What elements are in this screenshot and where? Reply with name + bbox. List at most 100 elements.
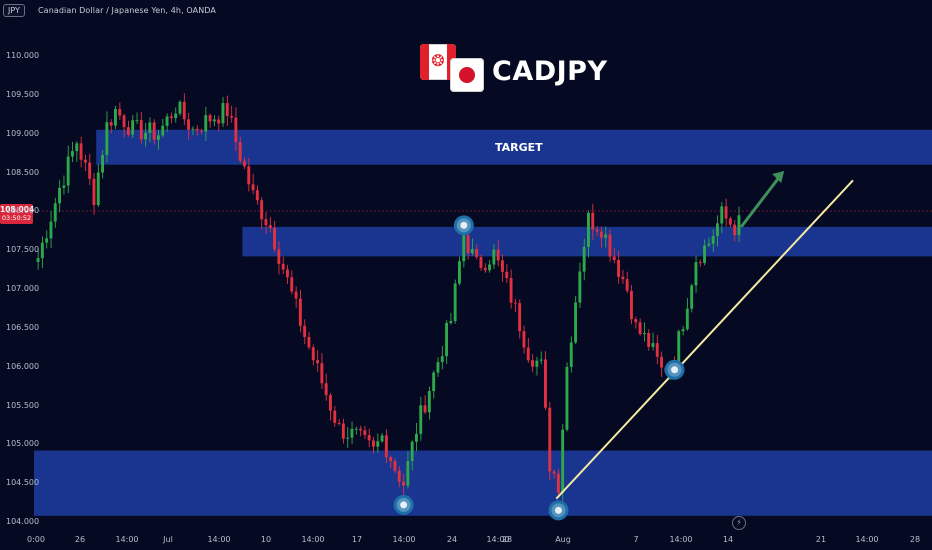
candle-body: [591, 212, 595, 230]
candle-body: [630, 290, 633, 320]
candle-body: [427, 391, 431, 413]
candle-body: [608, 234, 612, 257]
candle-body: [131, 120, 135, 135]
candle-body: [75, 143, 79, 152]
candle-body: [234, 117, 238, 143]
candle-body: [728, 218, 732, 225]
candle-body: [501, 260, 504, 272]
price-tick: 106.500: [6, 322, 40, 332]
candle-body: [711, 236, 715, 244]
candle-body: [243, 160, 246, 167]
candle-body: [458, 261, 461, 284]
candle-body: [531, 360, 534, 367]
candle-body: [148, 122, 152, 133]
candle-body: [311, 347, 315, 361]
candle-body: [144, 132, 147, 140]
candle-body: [118, 109, 122, 116]
candle-body: [569, 342, 573, 367]
candle-body: [505, 271, 509, 279]
candle-body: [707, 243, 711, 246]
candle-body: [294, 291, 298, 299]
candle-body: [255, 190, 259, 201]
candle-body: [397, 470, 401, 482]
candle-body: [556, 473, 560, 493]
bar-countdown: 03:50:52: [1, 214, 32, 222]
time-tick: 28: [909, 535, 921, 544]
candle-body: [195, 128, 199, 131]
candle-body: [716, 223, 719, 237]
price-tick: 107.000: [6, 284, 40, 293]
candle-body: [681, 329, 685, 332]
candle-body: [720, 206, 724, 224]
time-tick: 14:00: [301, 535, 325, 544]
candle-body: [737, 215, 741, 236]
candle-body: [587, 212, 590, 247]
brand-title: CADJPY: [492, 55, 608, 87]
candle-body: [496, 249, 500, 261]
candle-body: [415, 433, 418, 442]
candle-body: [642, 332, 646, 335]
candle-body: [526, 347, 530, 361]
candle-body: [62, 185, 66, 188]
candle-body: [36, 258, 40, 263]
candle-body: [604, 234, 608, 238]
candle-body: [174, 113, 178, 119]
candle-body: [677, 331, 681, 369]
zone-support: [34, 450, 932, 516]
candle-body: [161, 125, 165, 136]
candle-body: [152, 122, 156, 140]
candle-body: [307, 336, 311, 348]
candle-body: [617, 260, 620, 277]
price-tick: 105.500: [6, 400, 40, 410]
candle-body: [376, 441, 380, 447]
candle-body: [621, 276, 625, 280]
trendline-layer: [555, 170, 854, 500]
candle-body: [359, 428, 362, 431]
candle-body: [66, 156, 70, 186]
candle-body: [462, 235, 466, 262]
candle-body: [367, 435, 371, 441]
candle-body: [230, 116, 233, 118]
candle-body: [698, 262, 702, 264]
candle-body: [539, 359, 543, 361]
swing-markers: [393, 215, 685, 521]
candle-body: [578, 271, 582, 303]
candle-body: [509, 278, 513, 303]
candle-body: [96, 172, 100, 206]
candle-body: [200, 130, 203, 132]
candle-body: [552, 471, 556, 474]
candle-body: [221, 103, 225, 124]
candle-body: [53, 203, 57, 222]
time-tick: Jul: [163, 535, 173, 544]
candle-body: [165, 116, 169, 126]
candle-body: [638, 322, 642, 335]
trendline: [555, 179, 854, 500]
candle-body: [685, 308, 689, 330]
candle-body: [281, 263, 285, 270]
candle-body: [561, 429, 565, 493]
symbol-badge[interactable]: JPY: [3, 4, 25, 17]
time-tick: 14:00: [486, 535, 510, 544]
candle-body: [488, 264, 491, 271]
candle-body: [690, 285, 694, 309]
lightning-icon[interactable]: ⚡: [732, 516, 746, 530]
candle-body: [109, 122, 113, 126]
candle-body: [449, 321, 453, 323]
candle-body: [45, 238, 49, 243]
candle-body: [410, 441, 414, 462]
candle-body: [384, 435, 388, 458]
target-zone-label: TARGET: [495, 141, 543, 154]
time-tick: 21: [815, 535, 827, 544]
candles: [36, 93, 741, 502]
time-tick: 14:00: [855, 535, 879, 544]
price-tick: 106.000: [6, 361, 40, 371]
candle-body: [733, 224, 737, 236]
candle-body: [316, 360, 319, 364]
time-tick: 28: [501, 535, 513, 544]
candle-body: [466, 235, 470, 254]
price-tick: 109.500: [6, 89, 40, 99]
candle-body: [204, 115, 208, 132]
candle-body: [651, 343, 655, 347]
time-tick: 14:00: [207, 535, 231, 544]
